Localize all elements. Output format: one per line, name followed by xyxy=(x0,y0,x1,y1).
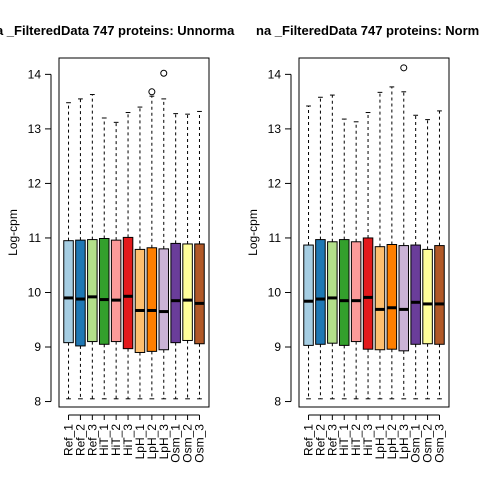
box-LpH_2 xyxy=(146,88,158,400)
box-body xyxy=(434,245,445,345)
y-tick-label: 13 xyxy=(28,122,42,136)
x-tick-label: Ref_3 xyxy=(85,424,99,456)
y-tick-label: 14 xyxy=(28,67,42,81)
box-body xyxy=(315,239,326,345)
x-tick-label: Osm_1 xyxy=(409,424,423,463)
box-HiT_3 xyxy=(362,112,374,400)
x-tick-label: Osm_1 xyxy=(169,424,183,463)
box-Ref_1 xyxy=(303,105,314,400)
box-LpH_1 xyxy=(374,91,386,400)
box-HiT_2 xyxy=(110,121,122,400)
x-tick-label: HiT_1 xyxy=(337,424,351,456)
y-tick-label: 13 xyxy=(268,122,282,136)
box-LpH_3 xyxy=(398,64,410,400)
x-tick-label: LpH_2 xyxy=(145,424,159,460)
box-Ref_2 xyxy=(75,98,86,400)
box-HiT_3 xyxy=(122,112,134,400)
box-body xyxy=(98,237,110,345)
chart-title: na _FilteredData 747 proteins: Norm xyxy=(256,23,479,38)
x-tick-label: Ref_1 xyxy=(62,424,76,456)
y-tick-label: 9 xyxy=(34,340,41,354)
box-HiT_1 xyxy=(338,118,350,400)
box-Osm_2 xyxy=(182,113,193,400)
x-tick-label: LpH_1 xyxy=(133,424,147,460)
box-HiT_2 xyxy=(350,121,362,400)
box-body xyxy=(63,240,74,344)
y-tick-label: 12 xyxy=(28,176,42,190)
box-body xyxy=(327,241,338,344)
box-Osm_3 xyxy=(434,110,445,400)
box-body xyxy=(87,239,98,343)
x-tick-label: Osm_2 xyxy=(181,424,195,463)
box-body xyxy=(303,244,314,346)
box-HiT_1 xyxy=(98,117,110,400)
outlier-point xyxy=(400,64,408,72)
box-body xyxy=(146,247,158,352)
box-body xyxy=(362,237,374,350)
x-tick-label: Ref_3 xyxy=(325,424,339,456)
x-tick-label: LpH_3 xyxy=(397,424,411,460)
plot-frame xyxy=(58,57,210,408)
box-body xyxy=(182,243,193,341)
x-tick-label: Ref_2 xyxy=(313,424,327,456)
outlier-point xyxy=(160,69,168,77)
x-tick-label: HiT_1 xyxy=(97,424,111,456)
y-tick-label: 14 xyxy=(268,67,282,81)
box-LpH_2 xyxy=(386,86,398,400)
y-tick-label: 8 xyxy=(34,395,41,409)
x-tick-label: HiT_2 xyxy=(349,424,363,456)
chart-panel-2: na _FilteredData 747 proteins: Norm 8 9 10 1… xyxy=(246,23,479,463)
box-body xyxy=(338,239,350,346)
y-tick-label: 11 xyxy=(269,231,282,245)
x-tick-label: Osm_3 xyxy=(432,424,446,463)
x-tick-label: Ref_1 xyxy=(302,424,316,456)
plot-frame xyxy=(298,57,450,408)
x-tick-label: HiT_3 xyxy=(361,424,375,456)
chart-panel-1: na _FilteredData 747 proteins: Unnorma 8 9… xyxy=(0,23,235,463)
x-tick-label: HiT_2 xyxy=(109,424,123,456)
box-LpH_3 xyxy=(158,69,170,400)
y-tick-label: 11 xyxy=(29,231,42,245)
box-Ref_3 xyxy=(327,94,338,400)
box-body xyxy=(170,242,181,344)
box-body xyxy=(194,243,205,345)
y-tick-label: 9 xyxy=(274,340,281,354)
outlier-point xyxy=(148,88,156,96)
box-body xyxy=(75,239,86,347)
box-body xyxy=(350,241,362,343)
x-tick-label: Ref_2 xyxy=(73,424,87,456)
chart-title: na _FilteredData 747 proteins: Unnorma xyxy=(0,23,235,38)
y-tick-label: 8 xyxy=(274,395,281,409)
box-body xyxy=(122,236,134,350)
box-Ref_3 xyxy=(87,94,98,400)
box-Osm_3 xyxy=(194,110,205,400)
box-LpH_1 xyxy=(134,106,146,400)
box-body xyxy=(374,246,386,351)
box-Osm_2 xyxy=(422,119,433,400)
x-tick-label: HiT_3 xyxy=(121,424,135,456)
y-tick-label: 12 xyxy=(268,176,282,190)
box-body xyxy=(134,248,146,353)
x-tick-label: Osm_3 xyxy=(192,424,206,463)
y-tick-label: 10 xyxy=(28,285,42,299)
box-Osm_1 xyxy=(410,114,421,400)
box-Osm_1 xyxy=(170,113,181,400)
y-axis-label: Log-cpm xyxy=(246,209,260,256)
box-body xyxy=(110,239,122,343)
box-Ref_2 xyxy=(315,96,326,400)
box-body xyxy=(158,248,170,351)
x-tick-label: LpH_1 xyxy=(373,424,387,460)
x-tick-label: Osm_2 xyxy=(421,424,435,463)
x-tick-label: LpH_2 xyxy=(385,424,399,460)
y-tick-label: 10 xyxy=(268,285,282,299)
y-axis-label: Log-cpm xyxy=(6,209,20,256)
box-body xyxy=(386,243,398,350)
box-Ref_1 xyxy=(63,102,74,400)
box-body xyxy=(398,245,410,352)
x-tick-label: LpH_3 xyxy=(157,424,171,460)
box-body xyxy=(410,244,421,345)
box-body xyxy=(422,248,433,345)
